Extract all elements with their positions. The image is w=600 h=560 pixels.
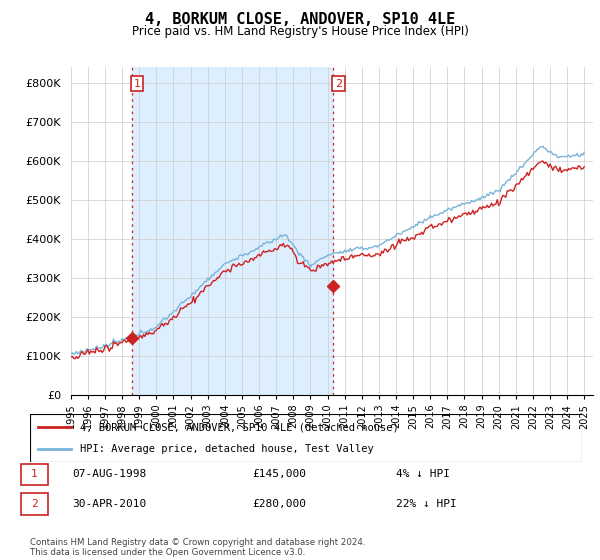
Text: 2: 2: [31, 499, 38, 509]
Bar: [21, 464, 48, 485]
Text: 07-AUG-1998: 07-AUG-1998: [72, 469, 146, 479]
Text: £280,000: £280,000: [252, 499, 306, 509]
Text: 1: 1: [134, 78, 141, 88]
Text: 2: 2: [335, 78, 342, 88]
Text: 1: 1: [31, 469, 38, 479]
Text: 4, BORKUM CLOSE, ANDOVER, SP10 4LE (detached house): 4, BORKUM CLOSE, ANDOVER, SP10 4LE (deta…: [80, 422, 398, 432]
Text: Price paid vs. HM Land Registry's House Price Index (HPI): Price paid vs. HM Land Registry's House …: [131, 25, 469, 38]
Text: 4% ↓ HPI: 4% ↓ HPI: [396, 469, 450, 479]
Bar: [132, 67, 333, 395]
Text: 30-APR-2010: 30-APR-2010: [72, 499, 146, 509]
Text: 4, BORKUM CLOSE, ANDOVER, SP10 4LE: 4, BORKUM CLOSE, ANDOVER, SP10 4LE: [145, 12, 455, 27]
Bar: [21, 493, 48, 515]
Text: £145,000: £145,000: [252, 469, 306, 479]
Text: HPI: Average price, detached house, Test Valley: HPI: Average price, detached house, Test…: [80, 444, 373, 454]
Text: 22% ↓ HPI: 22% ↓ HPI: [396, 499, 457, 509]
Text: Contains HM Land Registry data © Crown copyright and database right 2024.
This d: Contains HM Land Registry data © Crown c…: [30, 538, 365, 557]
